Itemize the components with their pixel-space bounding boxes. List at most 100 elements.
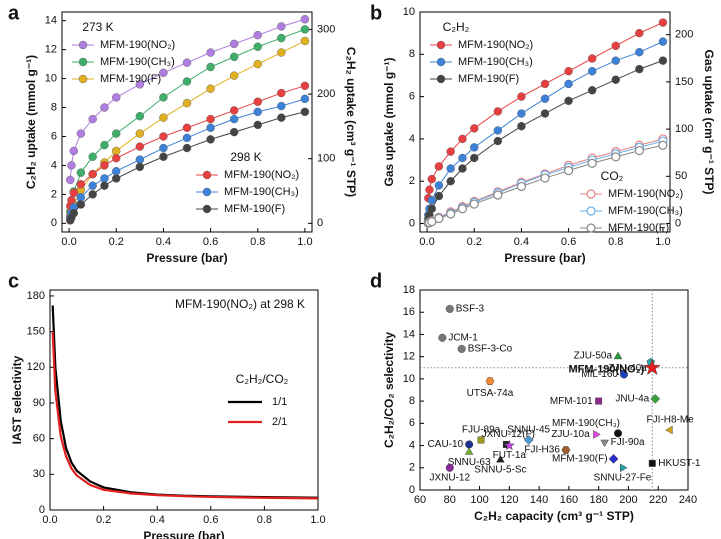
data-point (277, 48, 286, 57)
marker (620, 463, 628, 473)
data-point (458, 153, 467, 163)
y2-tick-label: 100 (317, 153, 335, 165)
legend-marker (202, 204, 212, 214)
data-point (587, 158, 597, 168)
legend-marker (78, 57, 88, 67)
legend-header: CO₂ (601, 169, 624, 183)
point-label: JCM-1 (448, 332, 478, 343)
data-point (611, 152, 621, 162)
data-point (470, 153, 479, 163)
data-point (100, 174, 109, 183)
marker (477, 436, 485, 444)
marker (561, 446, 571, 454)
plot-frame (419, 11, 671, 233)
data-point (253, 59, 262, 69)
y-tick-label: 0 (51, 217, 57, 229)
data-point (88, 190, 97, 199)
point-label: BSF-3 (456, 304, 485, 315)
legend-label: MFM-190(CH₃) (100, 56, 175, 68)
y2-tick-label: 50 (675, 170, 687, 182)
data-point (182, 133, 192, 143)
point-label: MIL-160 (581, 369, 618, 380)
x-axis-label: Pressure (bar) (146, 251, 227, 265)
data-point (229, 52, 239, 62)
x-tick-label: 1.0 (655, 236, 670, 248)
point-label: BSF-3-Co (468, 344, 513, 355)
marker (503, 439, 515, 451)
data-point (88, 169, 97, 179)
y-tick-label: 0 (39, 504, 45, 516)
y-axis-label: C₂H₂ uptake (mmol g⁻¹) (24, 55, 38, 189)
legend-label: MFM-190(CH₃) (458, 56, 533, 68)
data-point (135, 142, 145, 151)
data-point (587, 86, 597, 95)
marker (523, 435, 534, 445)
marker (650, 394, 661, 404)
x-tick-label: 0.6 (561, 236, 576, 248)
data-point (300, 107, 310, 117)
y2-tick-label: 200 (317, 88, 335, 100)
point-label: FJI-H36 (524, 445, 560, 456)
x-tick-label: 200 (619, 494, 637, 506)
data-point (427, 204, 436, 213)
data-point (434, 162, 444, 171)
data-point (159, 113, 168, 122)
y2-tick-label: 100 (675, 123, 693, 135)
data-point (67, 161, 76, 170)
data-point (611, 56, 620, 65)
point-label: SNNU-5-Sc (474, 465, 526, 476)
data-point (76, 129, 86, 138)
legend-label: MFM-190(F) (224, 203, 285, 215)
x-tick-label: 0.6 (203, 514, 218, 526)
data-point (470, 124, 479, 133)
data-point (658, 37, 668, 46)
data-point (135, 80, 145, 89)
legend-marker (436, 57, 446, 67)
y-tick-label: 180 (27, 290, 45, 302)
data-point (277, 22, 286, 31)
y2-axis-label: Gas uptake (cm³ g⁻¹ STP) (702, 49, 716, 194)
data-point (446, 147, 455, 156)
data-point (493, 107, 503, 116)
x-tick-label: 0.0 (42, 514, 57, 526)
point-label: MFM-190(CH₃) (552, 418, 620, 429)
data-point (135, 112, 145, 121)
y-tick-label: 8 (51, 101, 57, 113)
data-point (587, 67, 597, 76)
data-point (425, 185, 434, 194)
data-point (540, 109, 550, 118)
x-tick-label: 0.0 (419, 236, 434, 248)
data-point (159, 93, 168, 102)
series-line (51, 331, 319, 500)
point-label: UTSA-74a (467, 388, 514, 399)
legend-header: 298 K (230, 150, 261, 164)
data-point (206, 135, 215, 144)
data-point (76, 193, 86, 202)
point-label: FUT-1a (493, 450, 527, 461)
x-tick-label: 60 (414, 494, 426, 506)
data-point (135, 155, 145, 164)
data-point (563, 166, 574, 176)
marker (465, 440, 474, 449)
x-tick-label: 100 (470, 494, 488, 506)
data-point (540, 79, 550, 89)
marker (600, 439, 609, 448)
data-point (88, 181, 97, 190)
y-tick-label: 12 (45, 44, 57, 56)
legend-marker (202, 187, 212, 197)
data-point (611, 41, 620, 51)
data-point (277, 113, 286, 122)
data-point (300, 15, 310, 24)
data-point (635, 28, 644, 38)
legend-label: MFM-190(NO₂) (100, 39, 175, 51)
data-point (434, 181, 444, 190)
y-tick-label: 30 (33, 468, 45, 480)
data-point (206, 62, 215, 72)
data-point (446, 177, 455, 186)
marker (593, 430, 601, 439)
x-tick-label: 1.0 (297, 236, 312, 248)
point-label: SNNU-63 (448, 457, 491, 468)
y-tick-label: 10 (45, 72, 57, 84)
data-point (182, 58, 192, 67)
data-point (159, 132, 168, 141)
